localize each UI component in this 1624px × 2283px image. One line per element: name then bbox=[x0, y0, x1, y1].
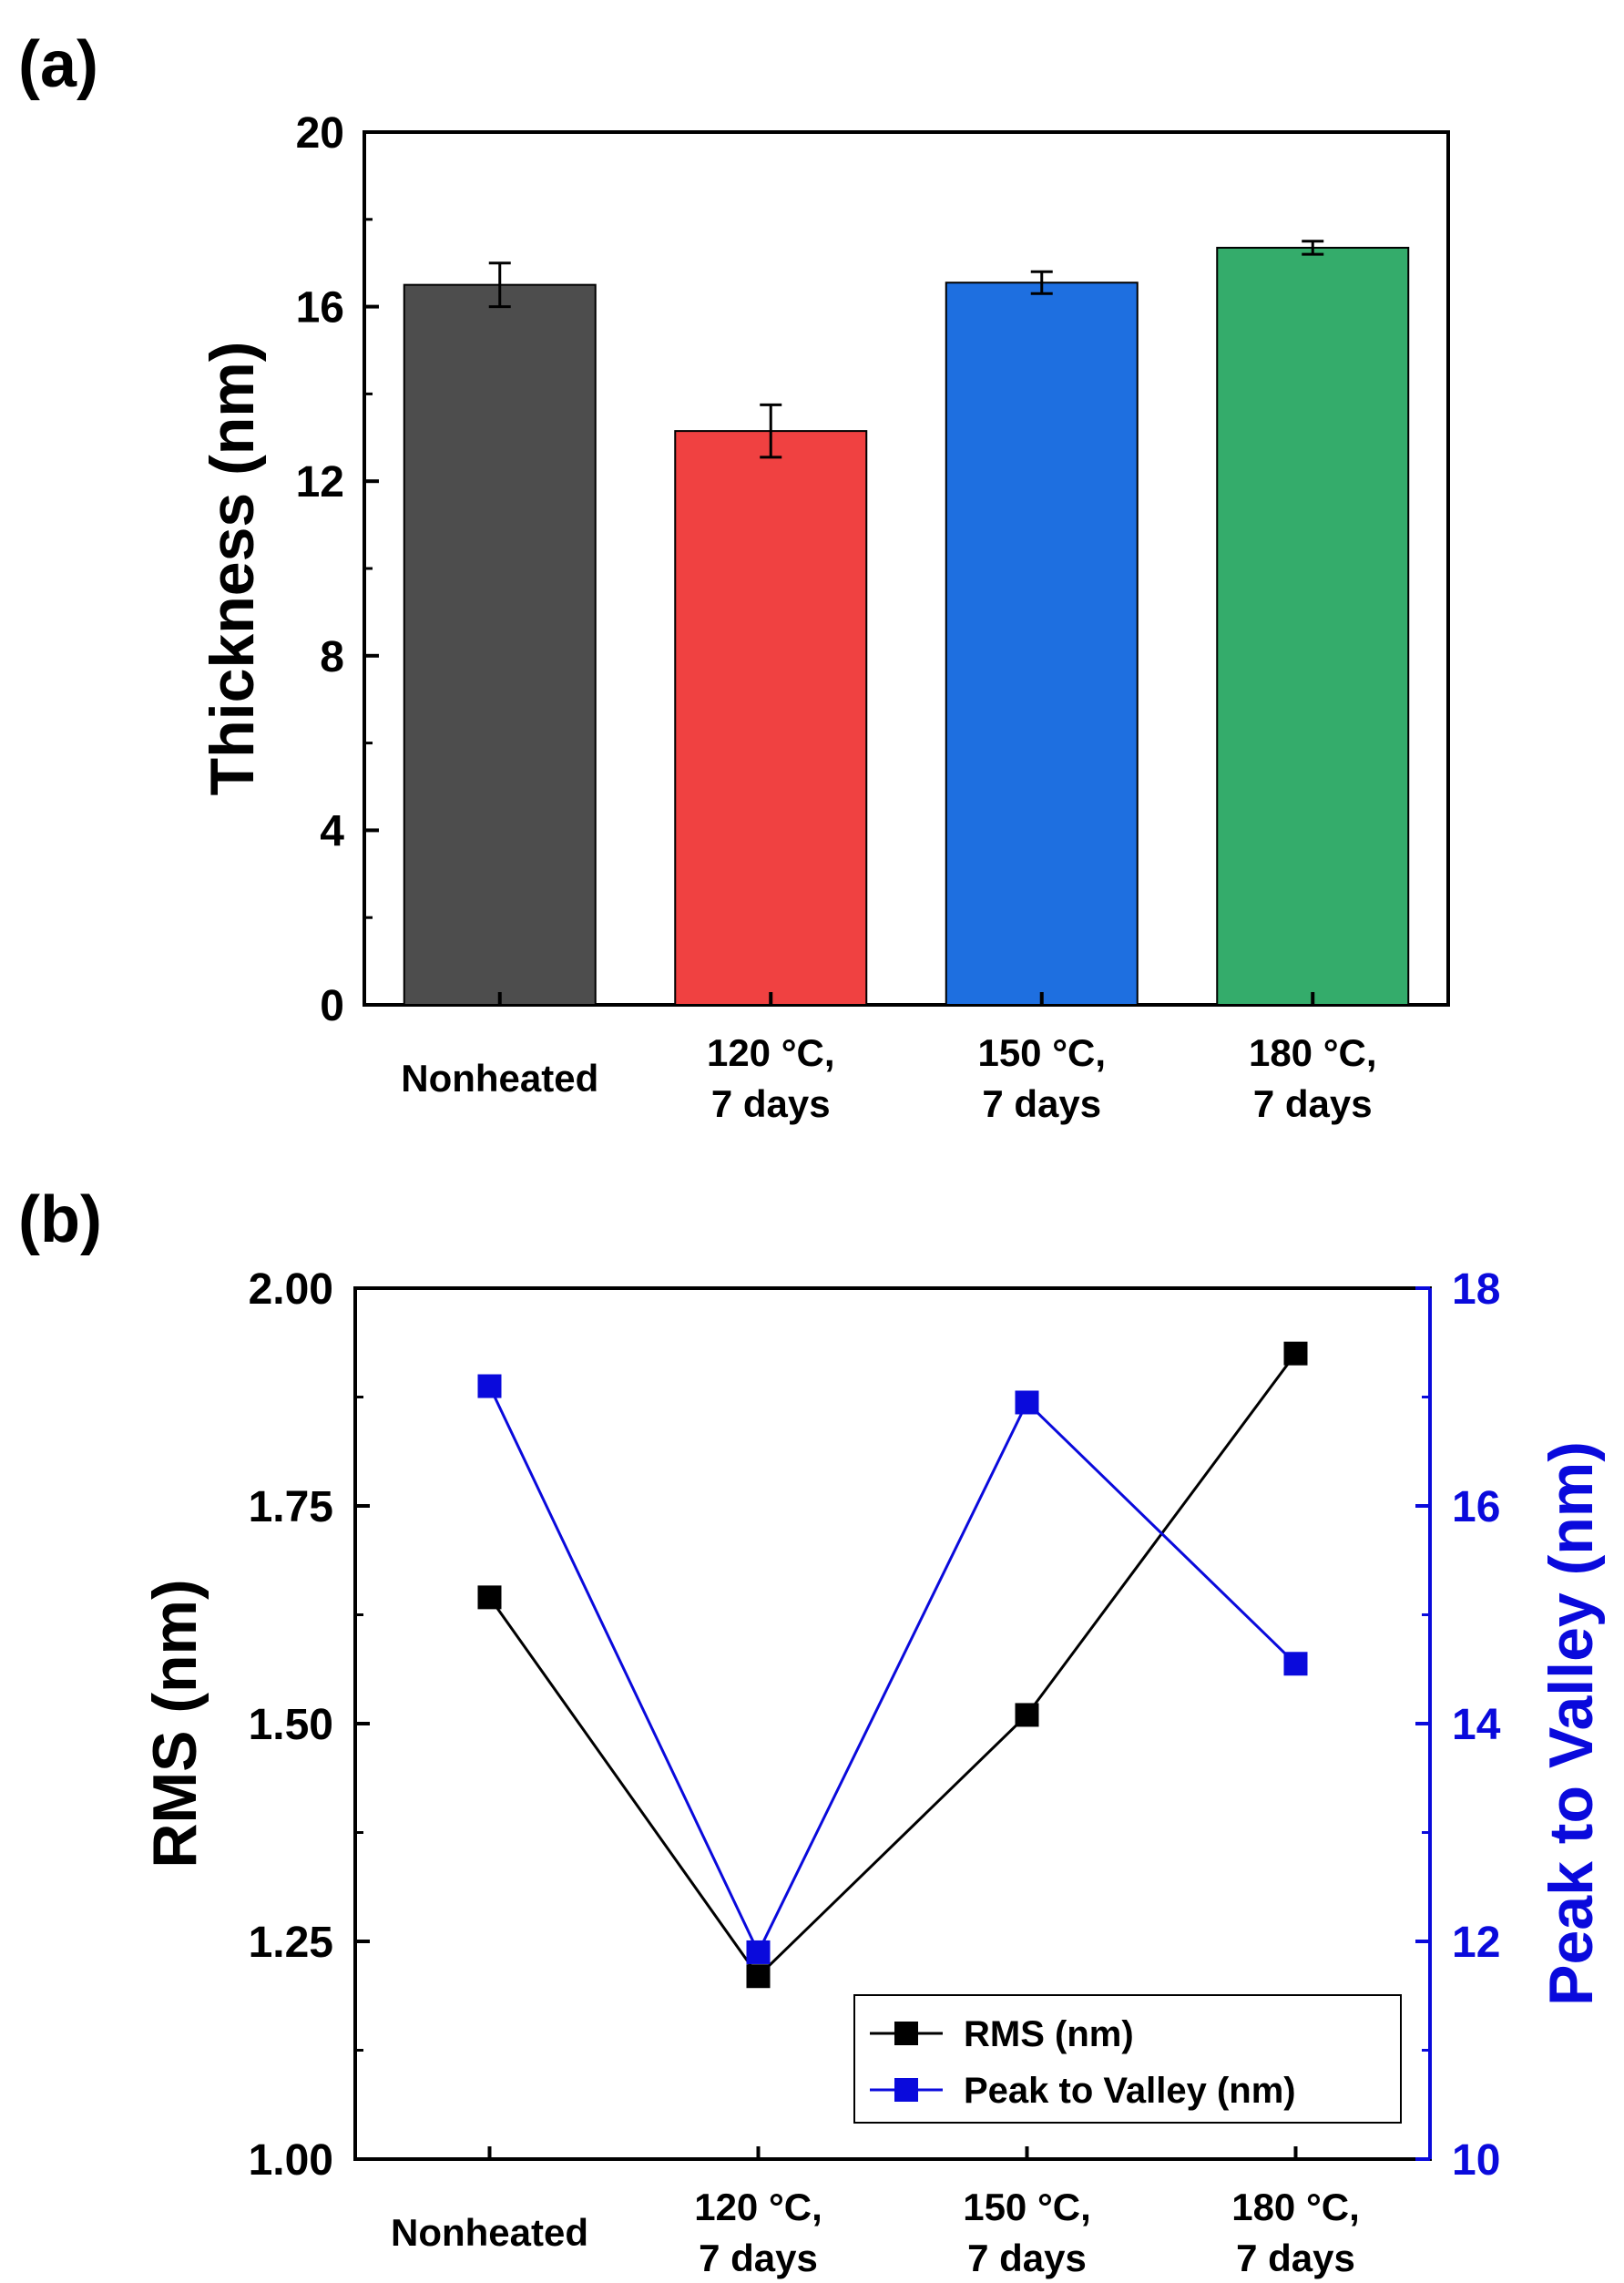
x-tick-label: 150 °C, 7 days bbox=[963, 2186, 1091, 2279]
series-point bbox=[1015, 1390, 1039, 1415]
left-y-tick-label: 1.25 bbox=[249, 1919, 333, 1967]
x-tick-label-line: 7 days bbox=[967, 2237, 1087, 2279]
bar bbox=[1216, 246, 1410, 1006]
panel-a-y-axis-title: Thickness (nm) bbox=[198, 342, 267, 796]
x-tick-label: 150 °C, 7 days bbox=[977, 1031, 1106, 1125]
series-point bbox=[746, 1940, 771, 1964]
x-tick-label-line: 7 days bbox=[982, 1082, 1101, 1125]
x-tick-label-line: 180 °C, bbox=[1231, 2186, 1360, 2228]
y-tick-label: 0 bbox=[320, 982, 344, 1030]
left-y-tick-label: 1.50 bbox=[249, 1701, 333, 1749]
x-tick-label-line: 120 °C, bbox=[694, 2186, 822, 2228]
panel-b-left-y-axis-title: RMS (nm) bbox=[140, 1579, 209, 1868]
panel-a-y-ticks: 0 4 8 12 16 20 bbox=[296, 109, 379, 1030]
x-tick-label-line: 7 days bbox=[1236, 2237, 1355, 2279]
x-tick-label: Nonheated bbox=[391, 2211, 588, 2254]
series-point bbox=[477, 1585, 502, 1610]
x-tick-label-line: 7 days bbox=[1253, 1082, 1373, 1125]
y-tick-label: 8 bbox=[320, 633, 344, 681]
legend-peak-label: Peak to Valley (nm) bbox=[964, 2071, 1296, 2111]
right-y-tick-label: 18 bbox=[1452, 1265, 1500, 1314]
legend-rms-label: RMS (nm) bbox=[964, 2014, 1134, 2054]
x-tick-label-line: 7 days bbox=[699, 2237, 818, 2279]
x-tick-label: 180 °C, 7 days bbox=[1231, 2186, 1360, 2279]
series-line bbox=[488, 1352, 1297, 1979]
x-tick-label-line: 150 °C, bbox=[963, 2186, 1091, 2228]
panel-b-right-y-axis-title: Peak to Valley (nm) bbox=[1537, 1441, 1606, 2006]
legend-peak-marker bbox=[894, 2078, 918, 2102]
panel-b-right-y-ticks: 10 12 14 16 18 bbox=[1415, 1265, 1501, 2185]
series-point bbox=[1283, 1341, 1308, 1366]
panel-a-bars bbox=[403, 240, 1410, 1006]
y-tick-label: 4 bbox=[320, 807, 344, 855]
right-y-tick-label: 12 bbox=[1452, 1919, 1500, 1967]
y-tick-label: 12 bbox=[296, 458, 344, 507]
left-y-tick-label: 2.00 bbox=[249, 1265, 333, 1314]
series-point bbox=[477, 1374, 502, 1398]
left-y-tick-label: 1.00 bbox=[249, 2136, 333, 2185]
bar bbox=[674, 430, 868, 1006]
y-tick-label: 16 bbox=[296, 284, 344, 333]
series-point bbox=[746, 1964, 771, 1989]
bar bbox=[945, 282, 1139, 1006]
right-y-tick-label: 10 bbox=[1452, 2136, 1500, 2185]
x-tick-label: 120 °C, 7 days bbox=[694, 2186, 822, 2279]
x-tick-label-line: 150 °C, bbox=[977, 1031, 1106, 1074]
x-tick-label: Nonheated bbox=[401, 1057, 598, 1100]
panel-a-label: (a) bbox=[18, 28, 98, 101]
series-point bbox=[1015, 1703, 1039, 1727]
legend-box bbox=[853, 1994, 1402, 2124]
panel-b-series bbox=[477, 1341, 1308, 2159]
x-tick-label-line: 7 days bbox=[711, 1082, 831, 1125]
x-tick-label-line: 180 °C, bbox=[1249, 1031, 1377, 1074]
x-tick-label: 180 °C, 7 days bbox=[1249, 1031, 1377, 1125]
panel-b-label: (b) bbox=[18, 1183, 102, 1256]
legend-rms-marker bbox=[894, 2022, 918, 2045]
x-tick-label-line: 120 °C, bbox=[707, 1031, 835, 1074]
x-tick-label: 120 °C, 7 days bbox=[707, 1031, 835, 1125]
bar bbox=[403, 283, 597, 1006]
panel-b-rms-peak-line-chart: (b) 1.00 1.25 1.50 1.75 2.00 10 12 14 16 18 Nonh… bbox=[18, 1183, 1606, 2279]
left-y-tick-label: 1.75 bbox=[249, 1483, 333, 1531]
panel-b-legend: RMS (nm) Peak to Valley (nm) bbox=[853, 1994, 1402, 2124]
right-y-tick-label: 14 bbox=[1452, 1701, 1501, 1749]
series-point bbox=[1283, 1652, 1308, 1676]
right-y-tick-label: 16 bbox=[1452, 1483, 1500, 1531]
series-line bbox=[488, 1385, 1297, 1956]
panel-b-left-y-ticks: 1.00 1.25 1.50 1.75 2.00 bbox=[249, 1265, 370, 2185]
y-tick-label: 20 bbox=[296, 109, 344, 158]
